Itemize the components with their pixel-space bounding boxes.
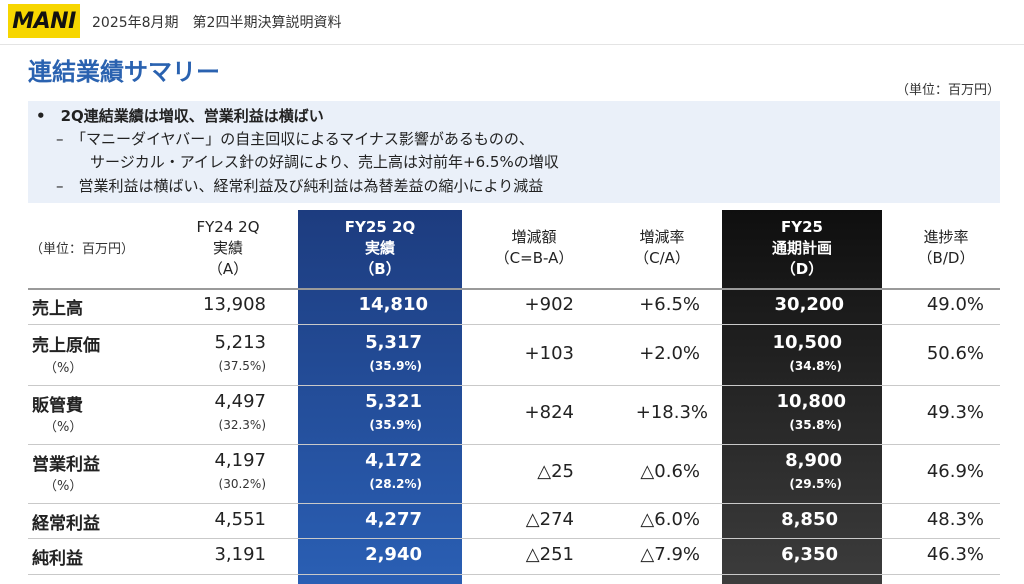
cell-fy25-2q: 4,277	[365, 509, 422, 530]
cell-fy25-plan: 10,800	[776, 391, 846, 412]
cell-change-amount: △274	[525, 509, 574, 530]
summary-headline: • 2Q連結業績は増収、営業利益は横ばい	[36, 107, 324, 125]
cell-fy25-plan: 8,900	[785, 450, 842, 471]
cell-fy24-2q: 4,497	[214, 391, 266, 412]
cell-change-rate: △6.0%	[640, 509, 700, 530]
cell-change-rate: +2.0%	[639, 343, 700, 364]
cell-fy25-plan: 30,200	[774, 294, 844, 315]
row-sublabel: （%）	[44, 479, 83, 494]
cell-fy24-2q: 3,191	[214, 544, 266, 565]
summary-bullet-2: – 営業利益は横ばい、経常利益及び純利益は為替差益の縮小により減益	[56, 177, 544, 195]
cell-fy24-2q: 4,197	[214, 450, 266, 471]
header-line: （A）	[207, 259, 249, 278]
cell-progress-rate: 50.6%	[926, 343, 984, 364]
cell-fy24-2q: 5,213	[214, 332, 266, 353]
document-subtitle: 2025年8月期 第2四半期決算説明資料	[92, 15, 342, 31]
cell-progress-rate: 46.9%	[926, 461, 984, 482]
header-line: （C=B-A）	[494, 249, 574, 267]
cell-change-rate: +18.3%	[635, 402, 708, 423]
header-divider	[0, 44, 1024, 45]
cell-fy25-2q: 5,321	[365, 391, 422, 412]
header-change-amount: 増減額 （C=B-A）	[478, 210, 590, 286]
header-line: 実績	[364, 238, 395, 257]
header-line: （B/D）	[917, 249, 975, 267]
header-line: FY24 2Q	[196, 217, 260, 236]
header-line: （B）	[359, 259, 401, 278]
row-divider	[28, 444, 1000, 445]
cell-change-rate: △7.9%	[640, 544, 700, 565]
row-label: 純利益	[32, 549, 83, 569]
header-fy25-plan: FY25 通期計画 （D）	[722, 210, 882, 286]
company-logo: MANI	[8, 4, 80, 38]
cell-change-amount: △25	[537, 461, 574, 482]
cell-change-amount: +824	[524, 402, 574, 423]
row-divider	[28, 538, 1000, 539]
summary-bullet-1-cont: サージカル・アイレス針の好調により、売上高は対前年+6.5%の増収	[90, 153, 559, 171]
cell-change-rate: △0.6%	[640, 461, 700, 482]
header-progress-rate: 進捗率 （B/D）	[892, 210, 1000, 286]
cell-change-rate: +6.5%	[639, 294, 700, 315]
row-sublabel: （%）	[44, 420, 83, 435]
row-divider	[28, 503, 1000, 504]
header-line: （D）	[780, 259, 824, 278]
unit-note: （単位：百万円）	[895, 83, 1000, 98]
cell-fy24-2q-ratio: (30.2%)	[218, 477, 266, 491]
row-label: 売上高	[32, 299, 83, 319]
header-fy24-2q: FY24 2Q 実績 （A）	[168, 210, 288, 286]
cell-fy25-2q-ratio: (28.2%)	[369, 477, 422, 491]
cell-fy24-2q-ratio: (37.5%)	[218, 359, 266, 373]
cell-fy25-2q: 4,172	[365, 450, 422, 471]
fy25-plan-column-highlight	[722, 210, 882, 584]
cell-fy24-2q: 13,908	[203, 294, 266, 315]
table-header-divider	[28, 288, 1000, 290]
row-label: 経常利益	[32, 514, 100, 534]
cell-fy24-2q-ratio: (32.3%)	[218, 418, 266, 432]
row-divider	[28, 385, 1000, 386]
cell-fy25-2q-ratio: (35.9%)	[369, 418, 422, 432]
cell-fy25-plan-ratio: (35.8%)	[789, 418, 842, 432]
summary-bullet-1: – 「マニーダイヤバー」の自主回収によるマイナス影響があるものの、	[56, 130, 534, 148]
header-line: FY25 2Q	[344, 217, 416, 236]
row-sublabel: （%）	[44, 361, 83, 376]
row-label: 販管費	[32, 396, 83, 416]
cell-fy25-plan: 10,500	[772, 332, 842, 353]
cell-fy24-2q: 4,551	[214, 509, 266, 530]
cell-progress-rate: 49.0%	[926, 294, 984, 315]
cell-fy25-plan-ratio: (29.5%)	[789, 477, 842, 491]
cell-fy25-2q: 5,317	[365, 332, 422, 353]
row-divider	[28, 324, 1000, 325]
cell-fy25-plan: 8,850	[781, 509, 838, 530]
cell-change-amount: +902	[524, 294, 574, 315]
fy25-2q-column-highlight	[298, 210, 462, 584]
row-label: 営業利益	[32, 455, 100, 475]
header-line: 実績	[212, 238, 243, 257]
cell-fy25-plan-ratio: (34.8%)	[789, 359, 842, 373]
header-change-rate: 増減率 （C/A）	[612, 210, 712, 286]
logo-text: MANI	[12, 8, 76, 34]
cell-progress-rate: 49.3%	[926, 402, 984, 423]
cell-fy25-2q: 2,940	[365, 544, 422, 565]
cell-fy25-plan: 6,350	[781, 544, 838, 565]
header-line: 増減率	[639, 228, 685, 246]
header-line: 増減額	[511, 228, 557, 246]
row-divider	[28, 574, 1000, 575]
header-fy25-2q: FY25 2Q 実績 （B）	[298, 210, 462, 286]
header-line: 通期計画	[771, 238, 832, 257]
page-title: 連結業績サマリー	[28, 58, 220, 86]
header-line: FY25	[781, 217, 823, 236]
cell-progress-rate: 48.3%	[926, 509, 984, 530]
cell-fy25-2q-ratio: (35.9%)	[369, 359, 422, 373]
cell-progress-rate: 46.3%	[926, 544, 984, 565]
table-unit-label: （単位：百万円）	[30, 242, 135, 257]
header-line: 進捗率	[923, 228, 969, 246]
row-label: 売上原価	[32, 336, 100, 356]
cell-change-amount: △251	[525, 544, 574, 565]
summary-box: • 2Q連結業績は増収、営業利益は横ばい – 「マニーダイヤバー」の自主回収によ…	[28, 101, 1000, 203]
cell-change-amount: +103	[524, 343, 574, 364]
cell-fy25-2q: 14,810	[358, 294, 428, 315]
header-line: （C/A）	[634, 249, 690, 267]
